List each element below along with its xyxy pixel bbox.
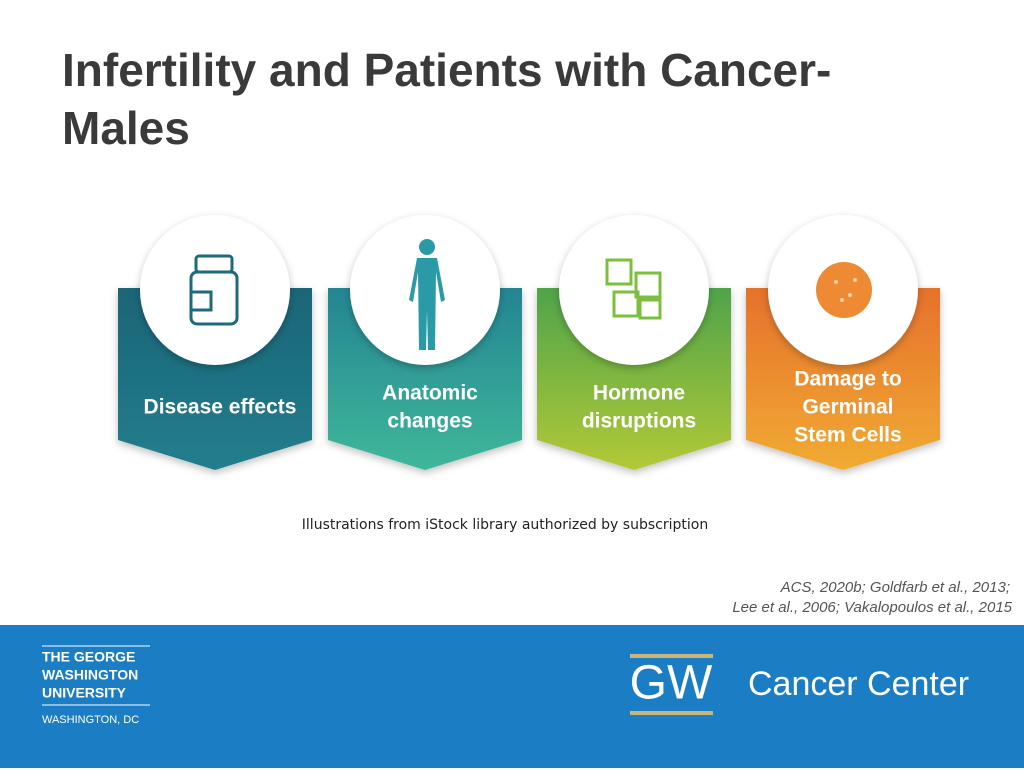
card-label: changes <box>387 410 472 433</box>
title-line: Infertility and Patients with Cancer- <box>62 44 831 96</box>
center-name: Cancer Center <box>748 665 969 703</box>
card-label: Germinal <box>802 396 893 419</box>
caption: Illustrations from iStock library author… <box>302 517 708 533</box>
university-line: THE GEORGE <box>42 649 135 665</box>
citation: Lee et al., 2006; Vakalopoulos et al., 2… <box>732 599 1012 616</box>
card-label: Stem Cells <box>794 424 901 447</box>
card-label: Disease effects <box>144 396 297 419</box>
footer-band <box>0 625 1024 768</box>
icon-circle <box>559 215 709 365</box>
cards: Disease effects Anatomic changes Hormone dis… <box>118 215 940 470</box>
icon-cell <box>816 262 872 318</box>
citation: ACS, 2020b; Goldfarb et al., 2013; <box>780 579 1010 596</box>
university-line: WASHINGTON <box>42 667 138 683</box>
card-label: Anatomic <box>382 382 478 405</box>
location: WASHINGTON, DC <box>42 714 139 726</box>
university-line: UNIVERSITY <box>42 685 127 701</box>
title: Infertility and Patients with Cancer- Mal… <box>62 44 831 154</box>
title-line: Males <box>62 102 190 154</box>
card-label: disruptions <box>582 410 696 433</box>
icon-body <box>409 239 445 350</box>
icon-puzzle <box>605 258 662 320</box>
icon-circle <box>140 215 290 365</box>
logo: GW <box>630 657 713 710</box>
card-label: Damage to <box>794 368 901 391</box>
university: THE GEORGE WASHINGTON UNIVERSITY <box>42 649 138 701</box>
card-label: Hormone <box>593 382 685 405</box>
icon-bottle <box>189 254 239 326</box>
